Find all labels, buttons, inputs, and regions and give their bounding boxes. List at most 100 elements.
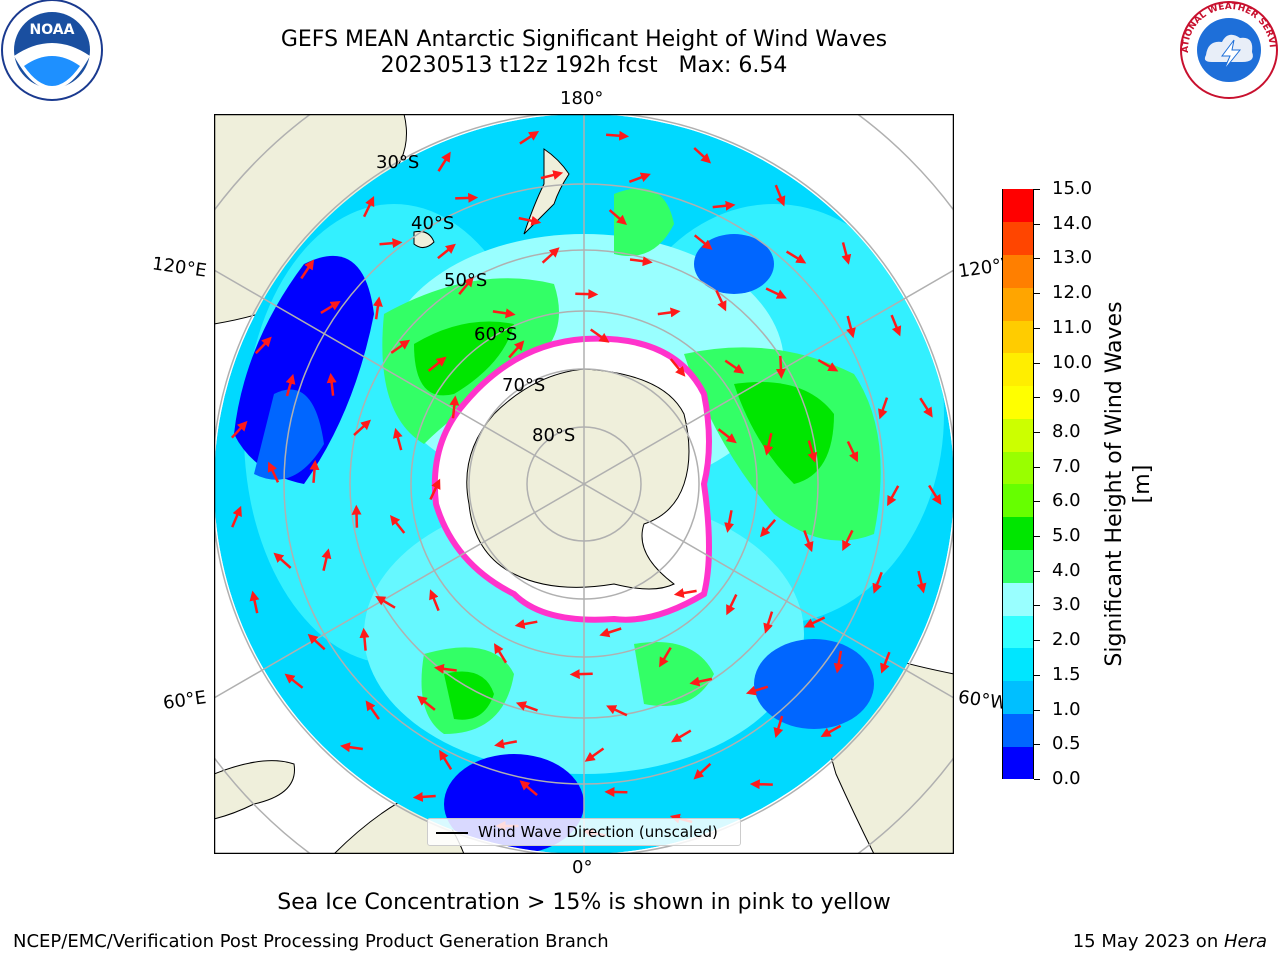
- polar-map: 30°S 40°S 50°S 60°S 70°S 80°S: [214, 114, 954, 854]
- colorbar-tick-mark: [1034, 674, 1040, 676]
- colorbar-segment: [1003, 451, 1033, 485]
- lon-label-60e: 60°E: [161, 687, 208, 714]
- colorbar-tick-mark: [1034, 362, 1040, 364]
- wave-direction-arrow: [608, 209, 627, 226]
- colorbar-tick-label: 6.0: [1052, 490, 1081, 512]
- colorbar-tick-mark: [1034, 431, 1040, 433]
- wave-direction-arrow: [416, 695, 436, 711]
- wave-direction-arrow: [437, 151, 451, 172]
- footer-date-text: 15 May 2023 on: [1072, 931, 1224, 952]
- wave-direction-arrow: [928, 484, 942, 506]
- wave-direction-arrow: [872, 571, 883, 594]
- wave-direction-arrow: [599, 627, 622, 638]
- wave-direction-arrow: [715, 289, 727, 312]
- wave-direction-arrow: [492, 308, 516, 319]
- colorbar-segment: [1003, 549, 1033, 583]
- wave-direction-arrow: [724, 359, 745, 374]
- lat-label-60s: 60°S: [474, 324, 517, 345]
- lon-label-180: 180°: [560, 88, 604, 109]
- wave-direction-arrow: [389, 514, 406, 534]
- colorbar-tick-mark: [1034, 466, 1040, 468]
- colorbar-segment: [1003, 746, 1033, 780]
- wave-direction-arrow: [774, 184, 786, 207]
- colorbar-segment: [1003, 385, 1033, 419]
- land-antarctica: [466, 368, 690, 590]
- wave-direction-arrow: [514, 619, 538, 629]
- wave-direction-arrow: [846, 315, 856, 339]
- wave-direction-arrow: [230, 420, 248, 439]
- wave-direction-arrow: [429, 589, 440, 612]
- colorbar-segment: [1003, 189, 1033, 223]
- wave-direction-arrow: [362, 195, 375, 218]
- colorbar-segment: [1003, 287, 1033, 321]
- wave-direction-arrow: [878, 397, 889, 420]
- colorbar-tick-mark: [1034, 536, 1040, 538]
- wave-direction-arrow: [273, 552, 292, 569]
- colorbar-tick-label: 13.0: [1052, 247, 1093, 269]
- colorbar-tick-label: 0.0: [1052, 768, 1081, 789]
- colorbar-tick-label: 2.0: [1052, 629, 1081, 651]
- wave-direction-arrow: [749, 779, 773, 790]
- legend-label: Wind Wave Direction (unscaled): [478, 823, 718, 841]
- wave-direction-arrow: [515, 701, 538, 712]
- wave-direction-arrow: [673, 588, 697, 598]
- colorbar-tick-mark: [1034, 605, 1040, 607]
- colorbar-segment: [1003, 221, 1033, 256]
- wave-direction-arrow: [429, 478, 441, 501]
- wave-direction-arrow: [887, 485, 900, 507]
- colorbar-tick-label: 4.0: [1052, 559, 1081, 581]
- colorbar-segment: [1003, 680, 1033, 714]
- wave-direction-arrow: [392, 427, 403, 451]
- wave-direction-arrow: [365, 700, 380, 720]
- colorbar-segment: [1003, 713, 1033, 747]
- wave-direction-arrow: [606, 705, 628, 717]
- colorbar-tick-label: 1.0: [1052, 698, 1081, 720]
- lat-label-80s: 80°S: [532, 425, 575, 446]
- wave-direction-arrow: [606, 130, 630, 141]
- colorbar-tick-mark: [1034, 744, 1040, 746]
- wave-direction-arrow: [412, 791, 436, 802]
- wave-direction-arrow: [493, 643, 508, 664]
- colorbar-segment: [1003, 615, 1033, 649]
- wave-direction-arrow: [437, 243, 456, 260]
- map-border: [214, 114, 954, 854]
- wave-direction-arrow: [519, 130, 540, 145]
- noaa-logo: NOAA: [1, 0, 103, 101]
- wave-direction-arrow: [841, 242, 852, 265]
- wave-direction-arrow: [254, 336, 272, 355]
- colorbar-tick-label: 8.0: [1052, 420, 1081, 442]
- wave-direction-arrow: [375, 595, 396, 609]
- lon-label-120e: 120°E: [150, 253, 208, 282]
- sea-ice-note: Sea Ice Concentration > 15% is shown in …: [277, 890, 891, 915]
- wave-direction-arrow: [773, 715, 784, 738]
- colorbar-tick-label: 7.0: [1052, 455, 1081, 477]
- wave-direction-arrow: [807, 440, 818, 463]
- colorbar-tick-mark: [1034, 640, 1040, 642]
- colorbar-tick-mark: [1034, 779, 1040, 780]
- wave-direction-arrow: [775, 355, 786, 379]
- wave-direction-arrow: [846, 440, 859, 463]
- wave-direction-arrow: [880, 651, 891, 674]
- colorbar-segment: [1003, 254, 1033, 288]
- map-title: GEFS MEAN Antarctic Significant Height o…: [280, 27, 888, 52]
- wave-direction-arrow: [379, 238, 403, 249]
- wave-direction-arrow: [659, 646, 672, 668]
- wave-direction-arrow: [390, 339, 411, 354]
- colorbar-tick-mark: [1034, 501, 1040, 503]
- colorbar-tick-mark: [1034, 223, 1040, 225]
- colorbar-segment: [1003, 647, 1033, 682]
- wave-direction-arrow: [439, 749, 453, 771]
- wave-direction-arrow: [326, 372, 337, 396]
- wave-direction-arrow: [458, 276, 474, 295]
- wave-direction-arrow: [763, 611, 774, 634]
- wave-direction-arrow: [285, 373, 296, 397]
- noaa-logo-text: NOAA: [30, 22, 75, 38]
- wave-direction-arrow: [890, 314, 902, 337]
- colorbar-segment: [1003, 484, 1033, 518]
- wave-direction-arrow: [449, 395, 460, 419]
- wave-direction-arrow: [726, 594, 738, 616]
- colorbar-tick-mark: [1034, 327, 1040, 329]
- wave-direction-arrow: [249, 590, 260, 614]
- wave-direction-arrow: [508, 340, 525, 359]
- wave-direction-arrow: [320, 301, 341, 314]
